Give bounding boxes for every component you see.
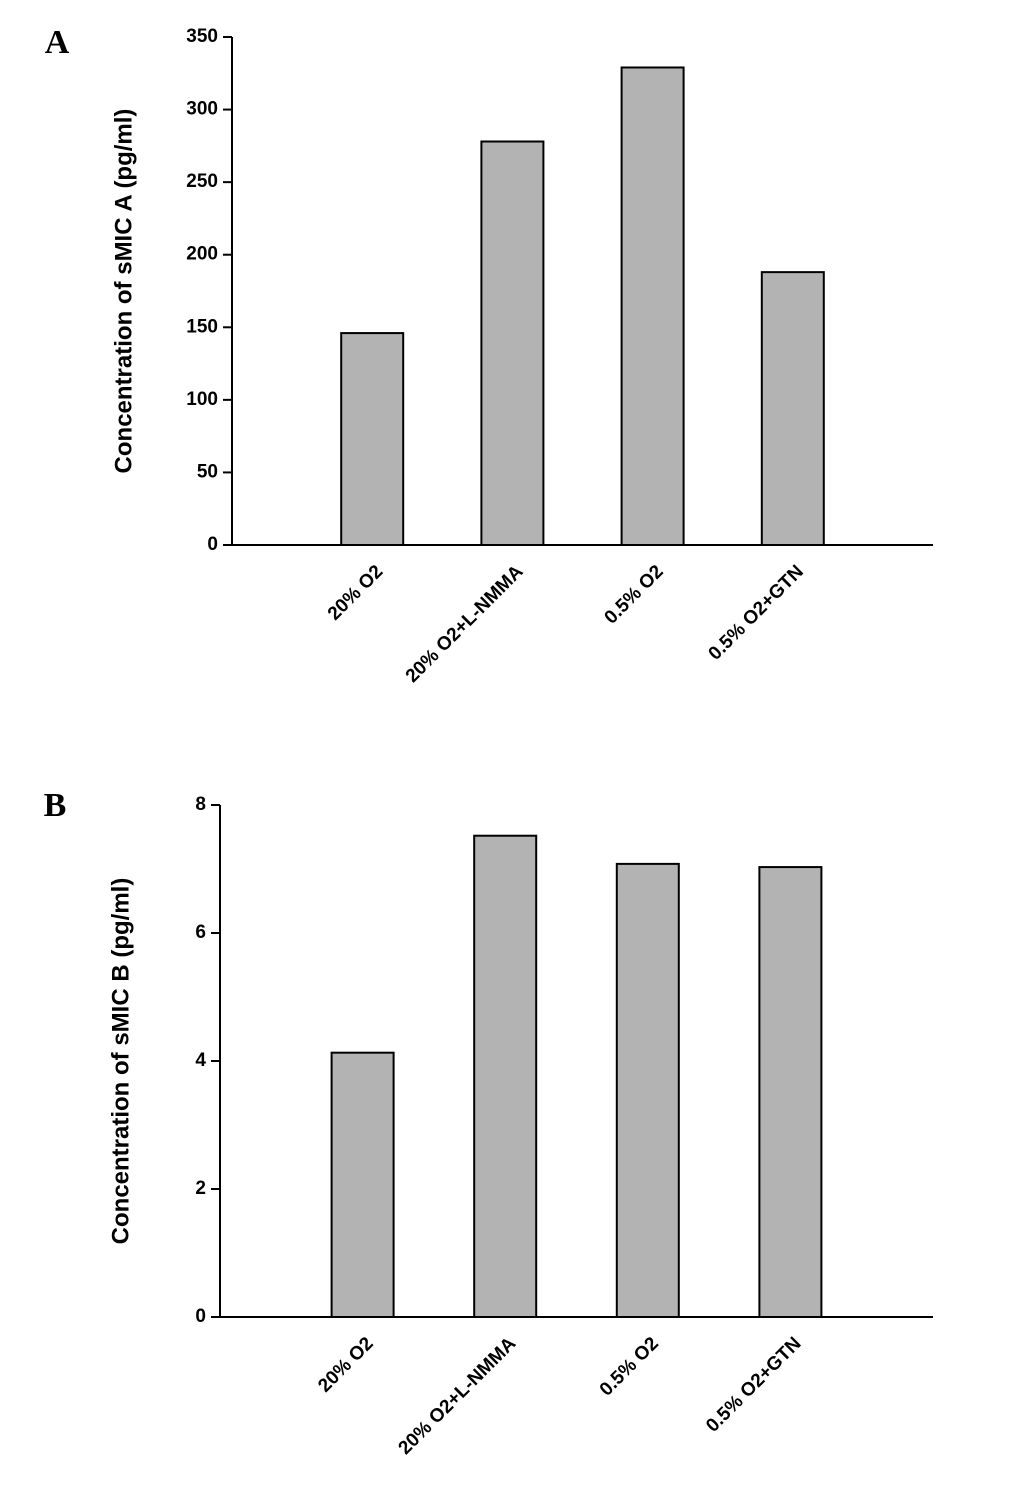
panel-label: B [44,787,67,824]
y-tick-label: 6 [195,922,206,943]
x-tick-label: 0.5% O2 [596,1333,663,1400]
y-tick-label: 300 [186,99,218,120]
bar [758,866,823,1319]
x-tick-label: 20% O2+L-NMMA [395,1333,521,1459]
bar [620,66,685,546]
y-tick-label: 50 [197,461,218,482]
bar [473,834,538,1318]
y-tick-label: 4 [195,1050,206,1071]
x-tick-label: 0.5% O2 [601,561,668,628]
y-tick-label: 0 [195,1306,206,1327]
y-tick-label: 2 [195,1178,206,1199]
y-tick-label: 8 [195,794,206,815]
x-tick-label: 20% O2+L-NMMA [402,561,528,687]
y-tick-label: 200 [186,244,218,265]
panel-label: A [45,24,70,61]
y-tick-label: 100 [186,389,218,410]
y-tick-label: 350 [186,26,218,47]
y-axis-label: Concentration of sMIC A (pg/ml) [110,109,137,474]
x-tick-label: 0.5% O2+GTN [705,561,808,664]
bar [760,271,825,546]
y-tick-label: 150 [186,316,218,337]
y-tick-label: 250 [186,171,218,192]
bar [615,862,680,1318]
x-tick-label: 0.5% O2+GTN [702,1333,805,1436]
y-tick-label: 0 [207,534,218,555]
x-tick-label: 20% O2 [324,561,387,624]
x-tick-label: 20% O2 [314,1333,377,1396]
bar [330,1051,395,1319]
bar [340,332,405,546]
y-axis-label: Concentration of sMIC B (pg/ml) [107,878,134,1245]
bar [480,140,545,546]
